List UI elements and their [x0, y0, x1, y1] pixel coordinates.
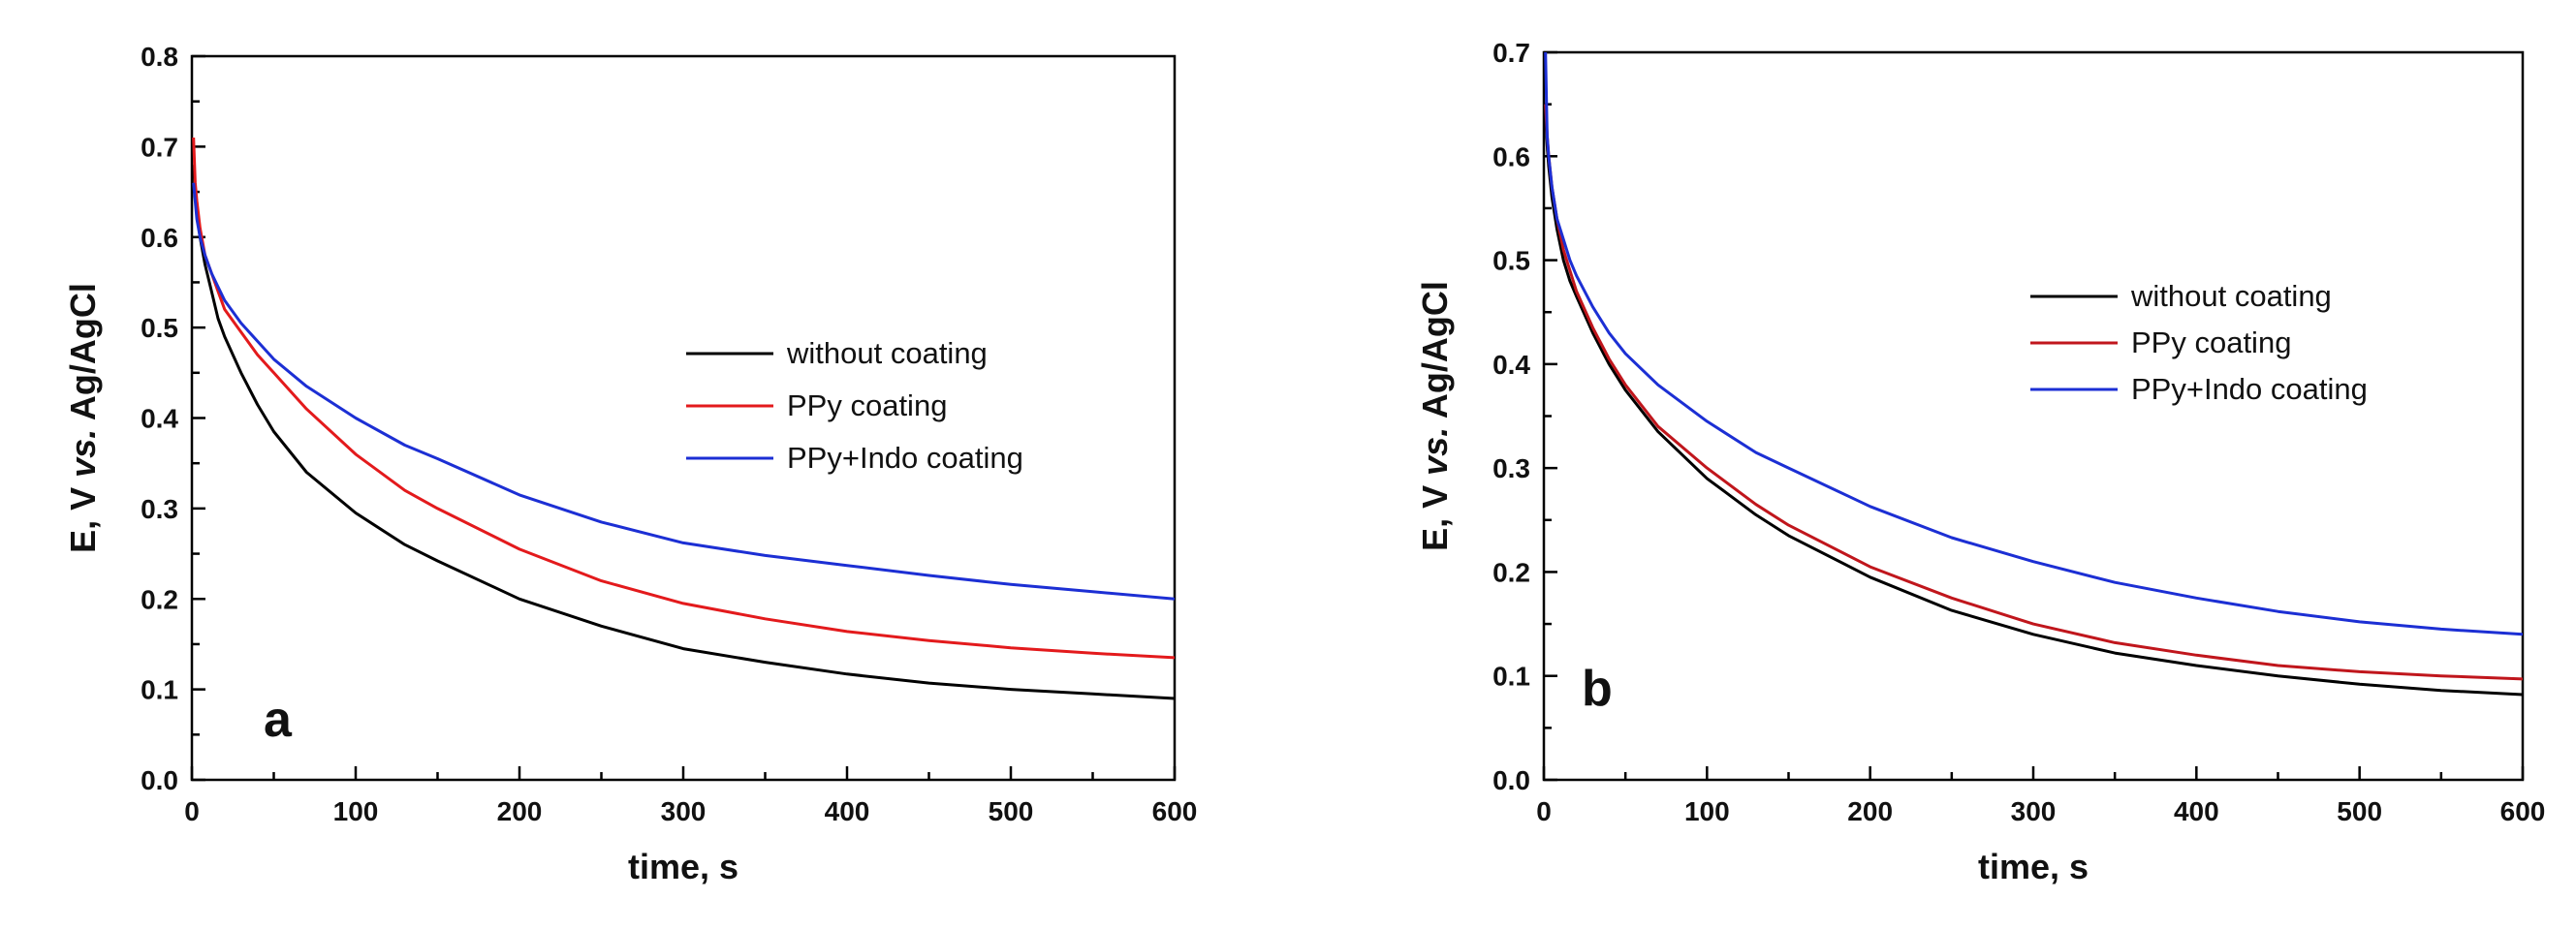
y-tick-label: 0.8 [141, 42, 178, 72]
y-axis-title-part: Ag/AgCl [1415, 281, 1455, 427]
panel-label: b [1582, 661, 1613, 717]
series-line-1 [192, 165, 1175, 700]
x-tick-label: 100 [1684, 796, 1730, 826]
x-tick-label: 0 [184, 796, 200, 826]
series-line-3 [192, 182, 1175, 601]
x-tick-label: 300 [661, 796, 707, 826]
legend-label: PPy+Indo coating [787, 441, 1023, 475]
legend-label: PPy coating [787, 388, 947, 422]
series-line-2 [1544, 104, 2523, 681]
x-axis-title: time, s [628, 847, 738, 886]
y-tick-label: 0.1 [1492, 662, 1530, 692]
x-tick-label: 300 [2011, 796, 2057, 826]
x-tick-label: 600 [2500, 796, 2546, 826]
chart-panel-b: 0.0 0.1 0.2 0.3 0.4 0.5 0.6 0.7 0 100 200 300 400 500… [1415, 38, 2545, 886]
series-line-1 [1544, 114, 2523, 697]
y-axis-title-part: vs. [63, 429, 103, 478]
legend-label: PPy coating [2131, 326, 2291, 359]
y-tick-label: 0.5 [141, 313, 178, 343]
y-tick-label: 0.1 [141, 675, 178, 705]
series-line-2 [192, 137, 1175, 660]
y-tick-label: 0.2 [141, 584, 178, 614]
plot-frame [190, 54, 1177, 782]
x-tick-label: 500 [989, 796, 1034, 826]
legend-label: without coating [786, 336, 988, 370]
y-axis-title: E, V vs. Ag/AgCl [63, 283, 103, 553]
legend: without coating PPy coating PPy+Indo coati… [686, 336, 1023, 475]
y-tick-label: 0.6 [1492, 141, 1530, 171]
y-tick-label: 0.5 [1492, 246, 1530, 276]
y-axis-title-part: E, V [1415, 476, 1455, 551]
y-axis-title-part: E, V [63, 478, 103, 553]
y-tick-label: 0.0 [141, 765, 178, 795]
x-tick-label: 400 [2174, 796, 2219, 826]
y-tick-label: 0.0 [1492, 765, 1530, 795]
x-tick-label: 0 [1536, 796, 1552, 826]
y-tick-label: 0.3 [141, 494, 178, 524]
x-tick-label: 600 [1152, 796, 1198, 826]
x-tick-label: 100 [333, 796, 379, 826]
panel-label: a [264, 692, 293, 748]
x-axis-title: time, s [1978, 847, 2089, 886]
y-tick-label: 0.4 [1492, 350, 1530, 380]
x-tick-label: 200 [497, 796, 543, 826]
legend: without coating PPy coating PPy+Indo coati… [2030, 279, 2368, 406]
chart-panel-a: 0.0 0.1 0.2 0.3 0.4 0.5 0.6 0.7 0.8 0 100 200 300 400… [63, 42, 1197, 886]
legend-label: PPy+Indo coating [2131, 372, 2368, 406]
y-axis-title-part: Ag/AgCl [63, 283, 103, 429]
y-tick-label: 0.2 [1492, 557, 1530, 587]
y-tick-label: 0.7 [1492, 38, 1530, 68]
x-tick-label: 500 [2337, 796, 2382, 826]
x-tick-label: 200 [1847, 796, 1893, 826]
y-tick-label: 0.3 [1492, 453, 1530, 483]
x-tick-label: 400 [825, 796, 870, 826]
y-axis-title: E, V vs. Ag/AgCl [1415, 281, 1455, 551]
y-tick-label: 0.7 [141, 132, 178, 162]
legend-label: without coating [2130, 279, 2332, 313]
y-axis-title-part: vs. [1415, 427, 1455, 476]
y-tick-label: 0.6 [141, 223, 178, 253]
plot-frame [1542, 50, 2525, 782]
y-tick-label: 0.4 [141, 404, 178, 434]
series-line-3 [1544, 51, 2523, 636]
